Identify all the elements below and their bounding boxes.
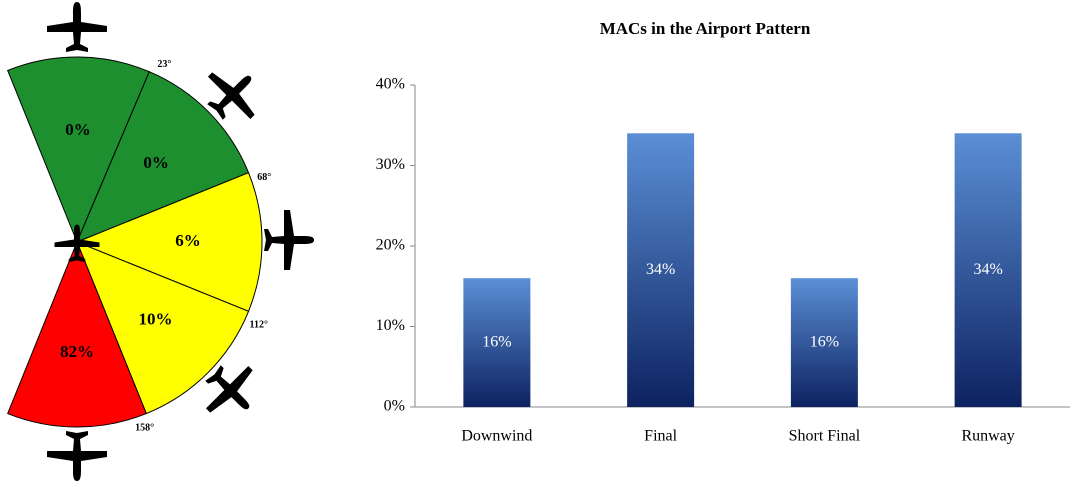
plane-icon — [47, 2, 107, 52]
bar-label: 34% — [646, 261, 675, 278]
sector — [76, 71, 250, 243]
y-tick-label: 0% — [384, 398, 405, 415]
y-tick-label: 20% — [376, 237, 405, 254]
sector — [7, 240, 147, 428]
bar — [790, 278, 858, 407]
x-tick-label: Short Final — [789, 428, 861, 445]
y-tick-label: 40% — [376, 76, 405, 93]
bar-label: 16% — [810, 333, 839, 350]
sector — [75, 172, 263, 312]
sector-label: 0% — [143, 153, 169, 172]
angle-label: 112° — [250, 320, 268, 331]
bar — [463, 278, 531, 407]
bar — [627, 133, 695, 408]
chart-title: MACs in the Airport Pattern — [600, 19, 811, 38]
sector-label: 6% — [175, 231, 201, 250]
x-tick-label: Runway — [961, 428, 1014, 445]
sector-diagram: 0% 0% 6% 10% 82% 23° 68° 112° 158° — [7, 56, 271, 434]
x-tick-label: Final — [644, 428, 677, 445]
sector — [7, 56, 150, 244]
bar-label: 34% — [973, 261, 1002, 278]
sector-label: 10% — [138, 309, 172, 328]
y-tick-label: 10% — [376, 317, 405, 334]
sector — [76, 241, 250, 415]
plane-icon — [47, 431, 107, 481]
bar-label: 16% — [482, 333, 511, 350]
bar — [954, 133, 1022, 408]
y-tick-label: 30% — [376, 156, 405, 173]
angle-label: 23° — [157, 59, 171, 70]
plane-icon — [264, 210, 314, 270]
x-tick-label: Downwind — [461, 428, 532, 445]
angle-label: 68° — [257, 172, 271, 183]
angle-label: 158° — [135, 423, 154, 434]
sector-label: 82% — [60, 342, 94, 361]
sector-label: 0% — [65, 120, 91, 139]
